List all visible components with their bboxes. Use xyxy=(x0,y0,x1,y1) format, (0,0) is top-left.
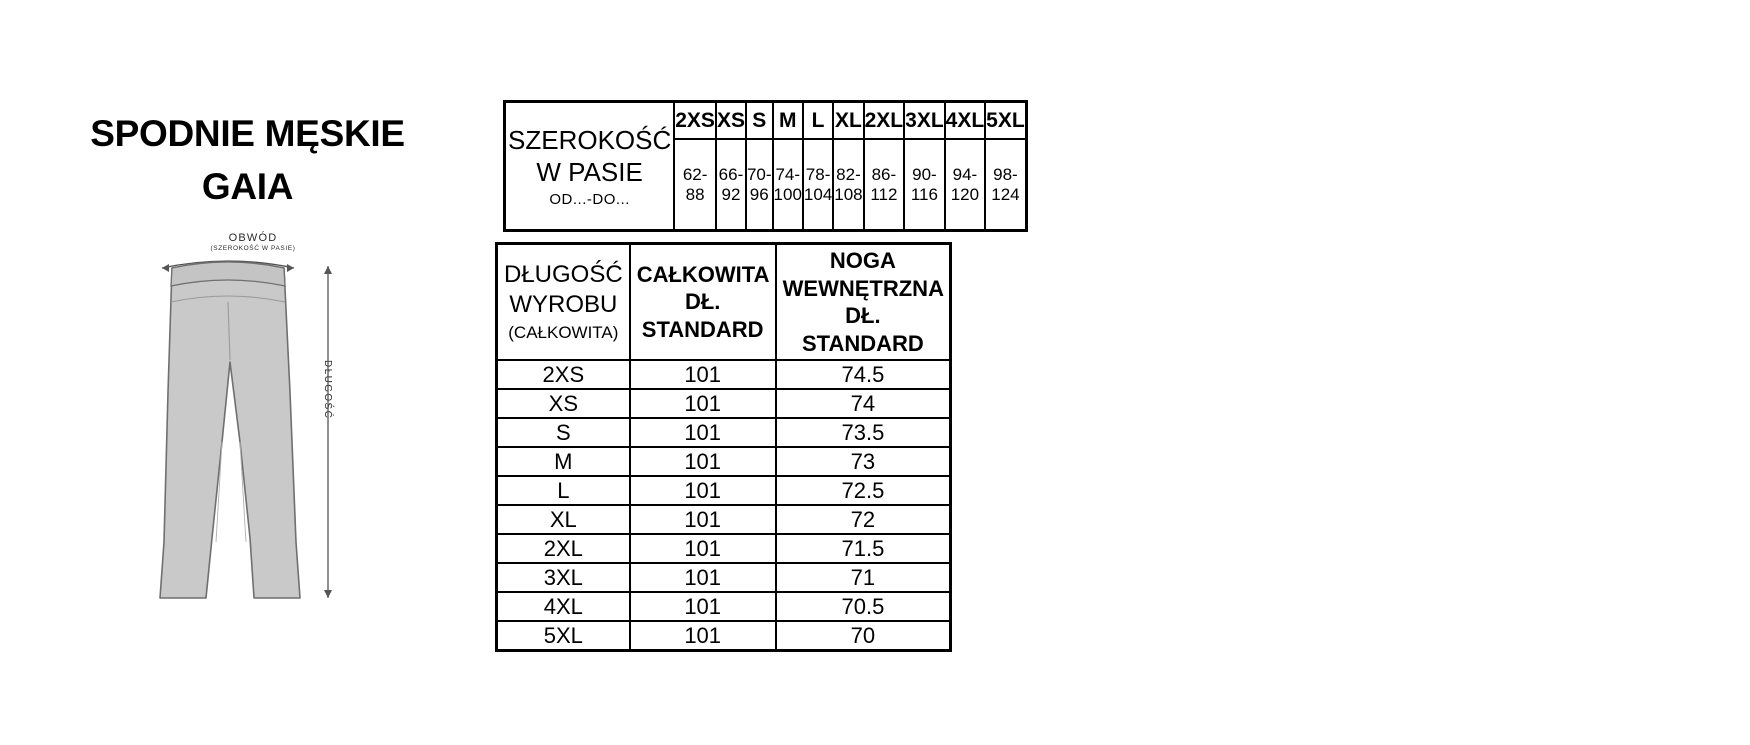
row-inner-leg: 74 xyxy=(774,388,952,419)
row-total-length: 101 xyxy=(628,504,777,535)
inner-leg-header: NOGA WEWNĘTRZNA DŁ. STANDARD xyxy=(774,242,952,361)
size-header-cell: 2XL xyxy=(862,100,906,141)
row-total-length: 101 xyxy=(628,591,777,622)
table-row: XS 101 74 xyxy=(495,388,952,419)
waist-measure-sublabel: (SZEROKOŚĆ W PASIE) xyxy=(210,245,296,252)
row-total-length: 101 xyxy=(628,417,777,448)
garment-diagram: OBWÓD (SZEROKOŚĆ W PASIE) DŁUGOŚĆ xyxy=(150,232,410,612)
row-inner-leg: 72 xyxy=(774,504,952,535)
table-row: 3XL 101 71 xyxy=(495,562,952,593)
row-total-length: 101 xyxy=(628,359,777,390)
table-row: SZEROKOŚĆ W PASIE OD...-DO... 2XS XS S M… xyxy=(503,100,1028,232)
table-row: M 101 73 xyxy=(495,446,952,477)
product-title-line2: GAIA xyxy=(201,165,294,207)
row-total-length: 101 xyxy=(628,388,777,419)
waist-value-cell: 66-92 xyxy=(714,138,747,232)
size-header-cell: M xyxy=(771,100,804,141)
row-size: 2XL xyxy=(495,533,631,564)
row-total-length: 101 xyxy=(628,475,777,506)
row-inner-leg: 70 xyxy=(774,620,952,652)
table-row: 5XL 101 70 xyxy=(495,620,952,652)
row-size: S xyxy=(495,417,631,448)
product-title-line1: SPODNIE MĘSKIE xyxy=(90,113,405,154)
row-size: 2XS xyxy=(495,359,631,390)
size-header-cell: S xyxy=(744,100,774,141)
page-title: SPODNIE MĘSKIE GAIA xyxy=(0,108,495,213)
waist-row-header-text: SZEROKOŚĆ W PASIE xyxy=(508,125,672,187)
size-header-cell: 5XL xyxy=(984,100,1028,141)
row-total-length: 101 xyxy=(628,533,777,564)
table-row: XL 101 72 xyxy=(495,504,952,535)
waist-row-header-sub: OD...-DO... xyxy=(549,190,630,208)
table-header-row: DŁUGOŚĆ WYROBU (CAŁKOWITA) CAŁKOWITA DŁ.… xyxy=(495,242,952,361)
trousers-illustration xyxy=(159,260,332,599)
waist-width-table: SZEROKOŚĆ W PASIE OD...-DO... 2XS XS S M… xyxy=(503,100,1028,232)
waist-value-cell: 86-112 xyxy=(862,138,906,232)
length-table: DŁUGOŚĆ WYROBU (CAŁKOWITA) CAŁKOWITA DŁ.… xyxy=(495,242,953,652)
size-header-cell: 4XL xyxy=(943,100,987,141)
row-total-length: 101 xyxy=(628,620,777,652)
row-inner-leg: 70.5 xyxy=(774,591,952,622)
waist-value-cell: 82-108 xyxy=(832,138,865,232)
row-inner-leg: 71.5 xyxy=(774,533,952,564)
waist-value-cell: 74-100 xyxy=(771,138,804,232)
size-header-cell: 2XS xyxy=(673,100,717,141)
row-inner-leg: 74.5 xyxy=(774,359,952,390)
waist-value-cell: 70-96 xyxy=(744,138,774,232)
waist-value-cell: 78-104 xyxy=(801,138,835,232)
row-inner-leg: 73.5 xyxy=(774,417,952,448)
row-size: 3XL xyxy=(495,562,631,593)
size-header-cell: XS xyxy=(714,100,747,141)
row-size: XS xyxy=(495,388,631,419)
row-inner-leg: 73 xyxy=(774,446,952,477)
length-size-header: DŁUGOŚĆ WYROBU (CAŁKOWITA) xyxy=(495,242,631,361)
size-header-cell: XL xyxy=(832,100,865,141)
waist-value-cell: 94-120 xyxy=(943,138,987,232)
product-info-panel: SPODNIE MĘSKIE GAIA OBWÓD (SZEROKOŚĆ W P… xyxy=(0,0,495,745)
row-size: 5XL xyxy=(495,620,631,652)
row-size: L xyxy=(495,475,631,506)
row-inner-leg: 71 xyxy=(774,562,952,593)
waist-value-cell: 62-88 xyxy=(673,138,717,232)
row-total-length: 101 xyxy=(628,446,777,477)
waist-row-header: SZEROKOŚĆ W PASIE OD...-DO... xyxy=(503,100,676,232)
table-row: L 101 72.5 xyxy=(495,475,952,506)
row-inner-leg: 72.5 xyxy=(774,475,952,506)
length-size-header-sub: (CAŁKOWITA) xyxy=(508,323,619,343)
row-size: 4XL xyxy=(495,591,631,622)
row-size: M xyxy=(495,446,631,477)
row-total-length: 101 xyxy=(628,562,777,593)
waist-measure-label: OBWÓD xyxy=(228,232,278,244)
waist-value-cell: 98-124 xyxy=(984,138,1028,232)
table-row: 2XL 101 71.5 xyxy=(495,533,952,564)
table-row: 4XL 101 70.5 xyxy=(495,591,952,622)
waist-value-cell: 90-116 xyxy=(903,138,946,232)
size-header-cell: L xyxy=(801,100,835,141)
table-row: S 101 73.5 xyxy=(495,417,952,448)
size-header-cell: 3XL xyxy=(903,100,946,141)
row-size: XL xyxy=(495,504,631,535)
table-row: 62-88 66-92 70-96 74-100 78-104 82-108 8… xyxy=(505,138,1028,232)
table-row: 2XS 101 74.5 xyxy=(495,359,952,390)
total-length-header: CAŁKOWITA DŁ. STANDARD xyxy=(628,242,777,361)
length-size-header-text: DŁUGOŚĆ WYROBU xyxy=(504,261,623,319)
